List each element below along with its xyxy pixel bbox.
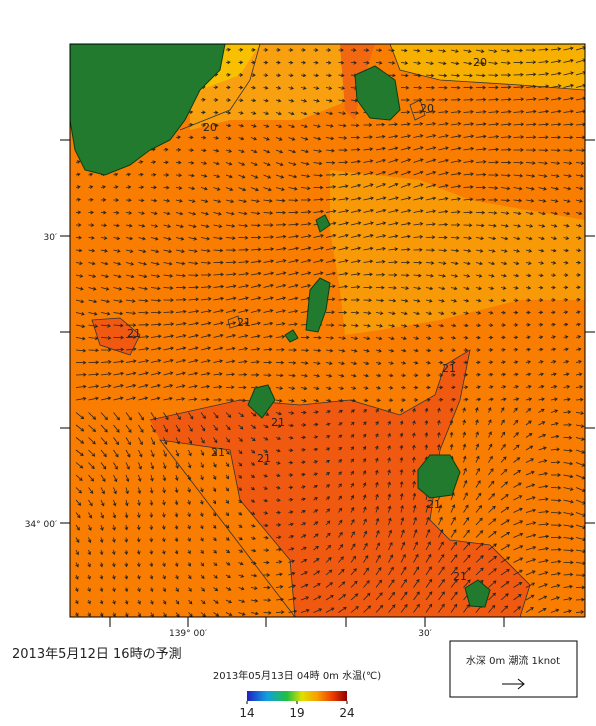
contour-label: 21 [257, 452, 271, 465]
legend-text: 水深 0m 潮流 1knot [466, 654, 560, 667]
legend-arrow [502, 678, 525, 690]
contour-label: 20 [473, 56, 487, 69]
legend-box [449, 640, 578, 698]
lon-label: 139° 00′ [169, 629, 207, 639]
contour-label: 20 [420, 102, 434, 115]
map-frame [69, 43, 586, 618]
contour-label: 21 [211, 446, 225, 459]
contour-label: 20 [203, 121, 217, 134]
map [70, 44, 585, 617]
lat-label: 34° 00′ [25, 520, 57, 530]
contour-label: 21 [237, 316, 251, 329]
lat-label: 30′ [44, 233, 58, 243]
lon-label: 30′ [418, 629, 432, 639]
colorbar [247, 691, 347, 701]
colorbar-tick-label: 24 [339, 706, 354, 720]
contour-label: 21 [427, 498, 441, 511]
caption-title: 2013年5月12日 16時の予測 [12, 647, 182, 662]
colorbar-title: 2013年05月13日 04時 0m 水温(℃) [213, 669, 381, 682]
contour-label: 21 [453, 570, 467, 583]
contour-label: 21 [442, 362, 456, 375]
contour-label: 21 [127, 327, 141, 340]
contour-label: 21 [271, 416, 285, 429]
colorbar-tick-label: 19 [289, 706, 304, 720]
colorbar-tick-label: 14 [239, 706, 254, 720]
